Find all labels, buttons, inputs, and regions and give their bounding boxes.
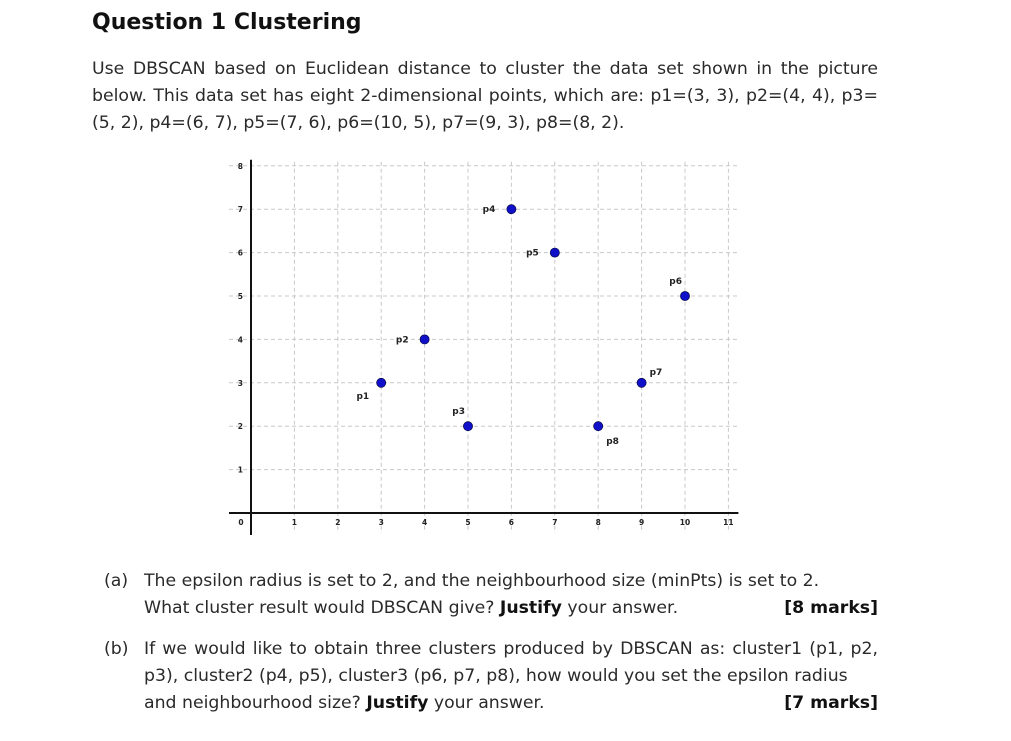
x-tick-label: 9 [639,518,644,527]
part-b-line2: and neighbourhood size? Justify your ans… [144,690,878,717]
part-a-line1: The epsilon radius is set to 2, and the … [144,571,820,591]
y-tick-label: 6 [238,249,243,258]
axes [229,159,739,535]
part-a-prompt: What cluster result would DBSCAN give? J… [144,598,679,618]
point-label-p8: p8 [606,437,619,447]
x-tick-label: 6 [509,518,514,527]
part-a: (a) The epsilon radius is set to 2, and … [104,568,878,622]
point-label-p1: p1 [356,392,369,402]
data-point-p7 [636,377,647,388]
part-b-label: (b) [104,639,129,659]
grid-lines [229,161,739,533]
question-intro: Use DBSCAN based on Euclidean distance t… [92,59,878,133]
x-tick-label: 7 [552,518,557,527]
part-a-line2: What cluster result would DBSCAN give? J… [144,595,878,622]
x-tick-label: 10 [680,518,690,527]
data-point-p8 [593,421,604,432]
part-b-prompt: and neighbourhood size? Justify your ans… [144,693,545,713]
part-b-marks: [7 marks] [784,693,878,713]
x-tick-label: 11 [723,518,733,527]
point-label-p4: p4 [483,205,496,215]
x-tick-label: 4 [422,518,427,527]
data-point-p4 [506,204,517,215]
part-a-marks: [8 marks] [784,598,878,618]
question-title: Question 1 Clustering [92,10,362,35]
y-tick-label: 8 [238,162,243,171]
point-label-p2: p2 [396,335,409,345]
x-tick-label: 3 [379,518,384,527]
point-label-p7: p7 [650,368,663,378]
part-b: (b) If we would like to obtain three clu… [104,636,878,717]
data-point-p6 [680,291,690,301]
data-point-p5 [549,247,560,258]
y-tick-label: 7 [238,205,243,214]
y-tick-label: 5 [238,292,243,301]
data-point-p3 [463,421,473,432]
x-tick-label: 2 [335,518,340,527]
x-tick-label: 1 [292,518,297,527]
data-points: p1 p2 p3 p4 p5 p6 p7 p8 [356,204,690,447]
part-b-line1: If we would like to obtain three cluster… [144,639,878,686]
y-tick-label: 3 [238,379,243,388]
data-point-p1 [376,377,387,388]
data-point-p2 [419,334,430,345]
point-label-p3: p3 [452,407,465,417]
point-label-p5: p5 [526,249,539,259]
part-a-label: (a) [104,571,129,591]
y-tick-label: 4 [238,335,243,344]
x-tick-label: 0 [238,518,243,527]
y-tick-label: 2 [238,422,243,431]
x-tick-label: 8 [596,518,601,527]
y-tick-label: 1 [238,466,243,475]
point-label-p6: p6 [669,277,682,287]
x-tick-label: 5 [465,518,470,527]
